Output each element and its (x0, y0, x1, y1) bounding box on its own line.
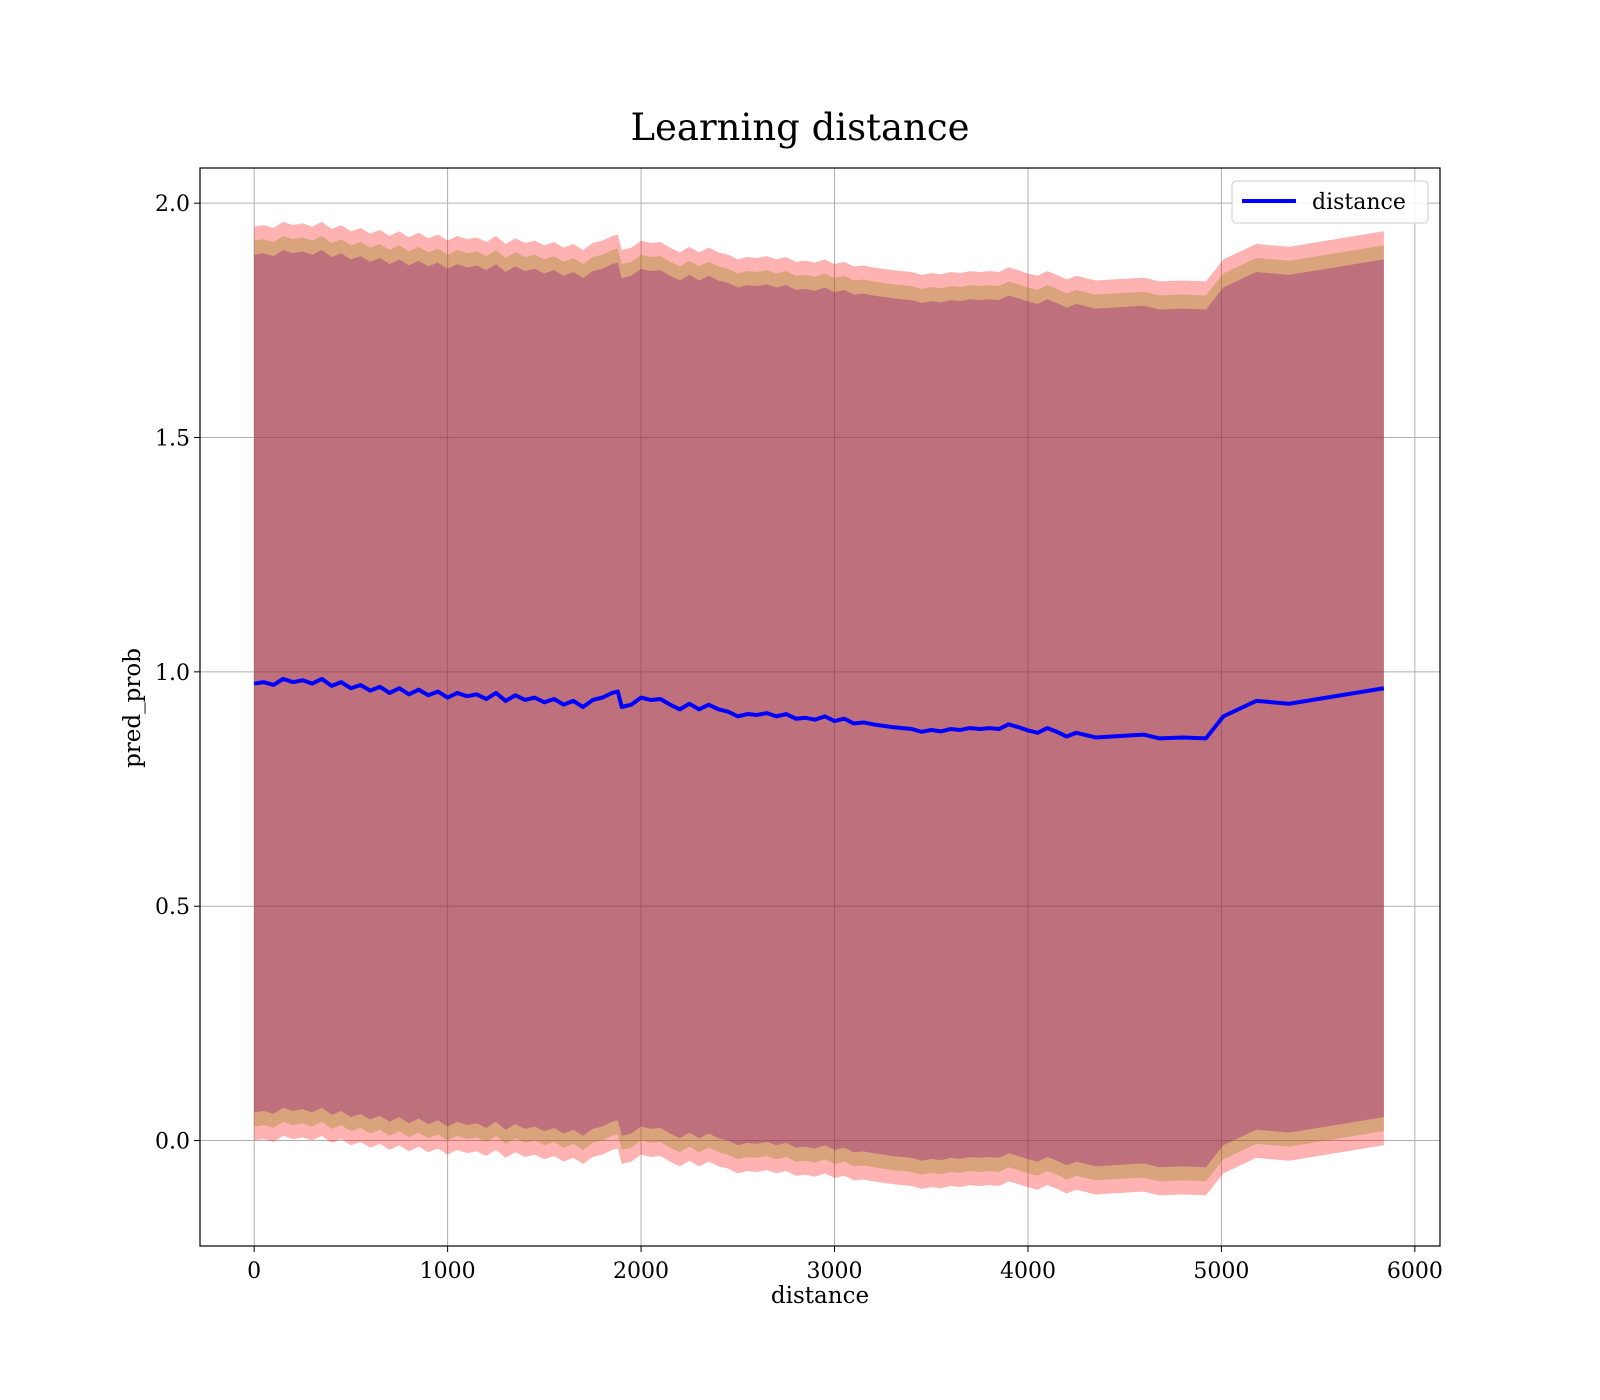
y-tick-label: 0.0 (155, 1130, 190, 1155)
x-axis-label: distance (771, 1283, 869, 1309)
chart-title: Learning distance (630, 106, 969, 149)
y-tick-label: 1.0 (155, 661, 190, 686)
x-tick-label: 5000 (1193, 1259, 1249, 1284)
x-tick-label: 2000 (613, 1259, 669, 1284)
confidence-band-2 (254, 235, 1384, 1182)
y-axis-label: pred_prob (120, 648, 146, 768)
x-tick-label: 3000 (807, 1259, 863, 1284)
confidence-band-1 (254, 221, 1384, 1196)
y-tick-label: 0.5 (155, 895, 190, 920)
confidence-band-3 (254, 250, 1384, 1168)
y-tick-label: 2.0 (155, 192, 190, 217)
grid (200, 168, 1440, 1246)
y-axis-ticks: 0.0 0.5 1.0 1.5 2.0 (155, 192, 200, 1155)
legend: distance (1231, 180, 1429, 224)
plot-frame (199, 167, 1441, 1247)
x-tick-label: 6000 (1387, 1259, 1443, 1284)
series-line-distance (253, 676, 1385, 741)
series-lines (253, 676, 1385, 741)
y-tick-label: 1.5 (155, 427, 190, 452)
x-tick-label: 1000 (420, 1259, 476, 1284)
legend-box (1231, 180, 1429, 224)
x-tick-label: 0 (247, 1259, 261, 1284)
legend-label-distance: distance (1312, 190, 1406, 215)
x-tick-label: 4000 (1000, 1259, 1056, 1284)
confidence-bands (254, 221, 1384, 1196)
x-axis-ticks: 0 1000 2000 3000 4000 5000 6000 (247, 1246, 1443, 1284)
